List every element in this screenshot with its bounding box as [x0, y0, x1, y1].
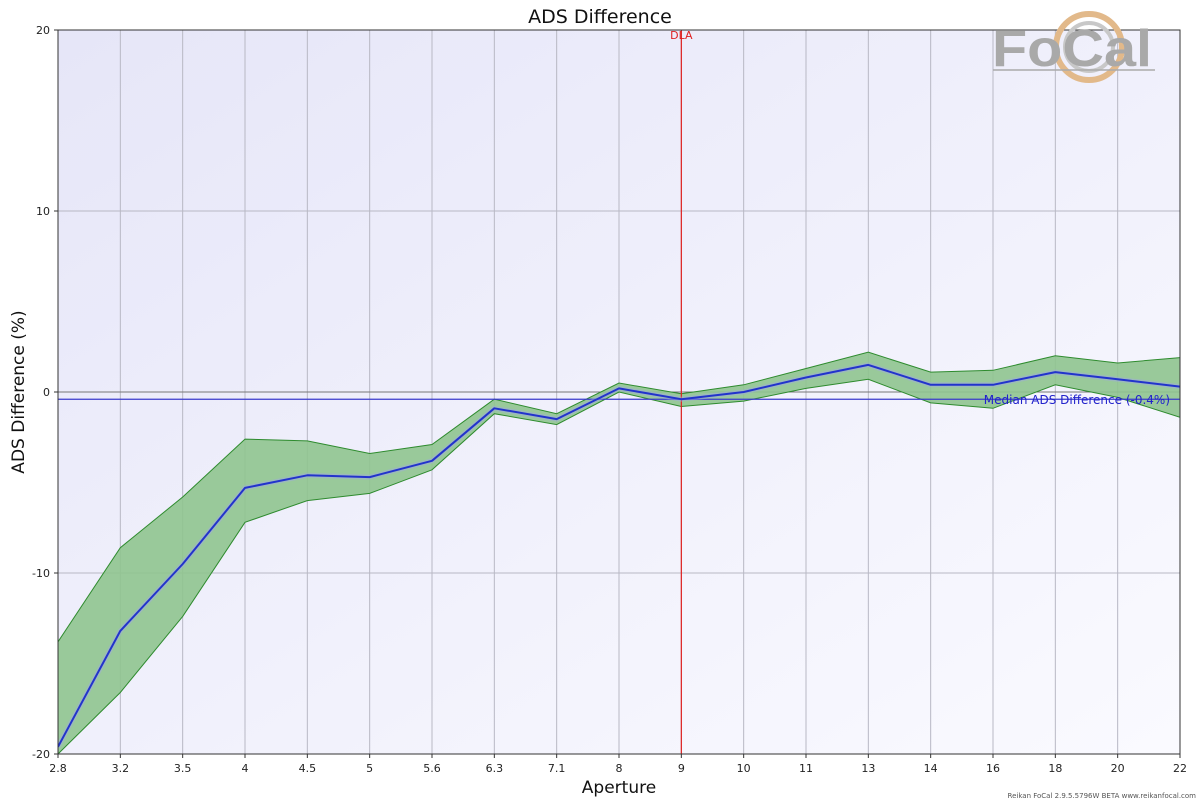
x-tick-label: 5	[366, 762, 373, 775]
x-tick-labels: 2.8 3.2 3.5 4 4.5 5 5.6 6.3 7.1 8 9 10 11 13 14 16 18 20 2…	[49, 754, 1187, 775]
x-tick-label: 18	[1048, 762, 1062, 775]
series-line	[58, 363, 1180, 748]
median-label: Median ADS Difference (-0.4%)	[984, 393, 1170, 407]
x-tick-label: 4	[242, 762, 249, 775]
x-axis-label: Aperture	[582, 778, 656, 798]
x-tick-label: 13	[861, 762, 875, 775]
x-tick-label: 6.3	[486, 762, 504, 775]
x-tick-label: 2.8	[49, 762, 67, 775]
y-tick-label: 10	[36, 205, 50, 218]
band-area	[58, 352, 1180, 754]
x-tick-label: 22	[1173, 762, 1187, 775]
x-tick-label: 14	[924, 762, 938, 775]
y-tick-label: 0	[43, 386, 50, 399]
focal-logo: FoCal	[992, 11, 1155, 83]
footer-text: Reikan FoCal 2.9.5.5796W BETA www.reikan…	[1008, 792, 1197, 800]
x-tick-label: 9	[678, 762, 685, 775]
x-tick-label: 7.1	[548, 762, 566, 775]
x-tick-label: 20	[1111, 762, 1125, 775]
x-tick-label: 10	[737, 762, 751, 775]
x-tick-label: 11	[799, 762, 813, 775]
y-tick-label: -10	[32, 567, 50, 580]
logo-ring-inner	[1063, 21, 1115, 73]
x-tick-label: 8	[616, 762, 623, 775]
x-tick-label: 16	[986, 762, 1000, 775]
x-tick-label: 5.6	[423, 762, 441, 775]
series-lines	[58, 362, 1180, 748]
x-tick-label: 3.2	[112, 762, 130, 775]
band-upper-edge	[58, 351, 1180, 643]
logo-ring-outer	[1053, 11, 1125, 83]
reference-lines	[58, 30, 1180, 754]
y-tick-labels: 20 10 0 -10 -20	[32, 24, 58, 761]
logo-text: FoCal	[992, 20, 1152, 78]
x-tick-label: 3.5	[174, 762, 192, 775]
y-axis-label: ADS Difference (%)	[9, 310, 29, 473]
y-tick-label: 20	[36, 24, 50, 37]
y-tick-label: -20	[32, 748, 50, 761]
dla-label: DLA	[670, 29, 693, 42]
chart-title: ADS Difference	[528, 6, 672, 28]
annotations: DLA Median ADS Difference (-0.4%)	[670, 29, 1170, 407]
x-tick-label: 4.5	[299, 762, 317, 775]
range-band	[58, 351, 1180, 754]
band-lower-edge	[58, 378, 1180, 754]
